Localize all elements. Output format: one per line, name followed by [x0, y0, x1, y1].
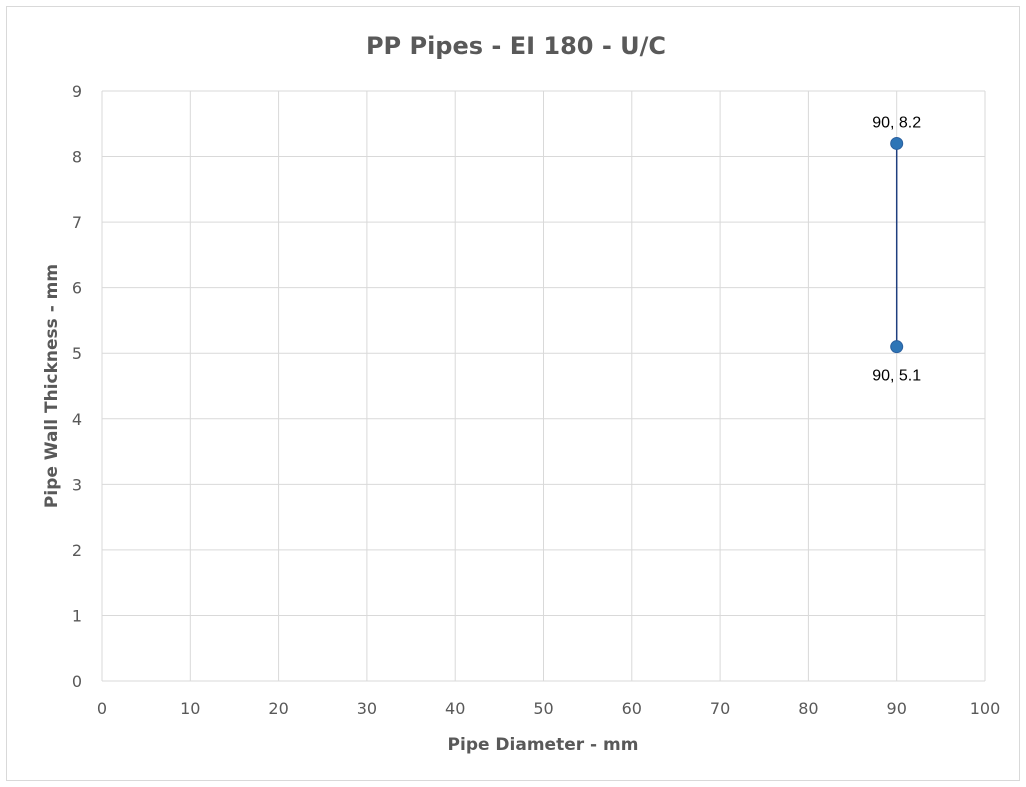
chart-title: PP Pipes - EI 180 - U/C [366, 32, 666, 60]
y-tick-label: 2 [72, 541, 82, 560]
x-tick-label: 0 [97, 699, 107, 718]
y-tick-label: 9 [72, 82, 82, 101]
x-axis-label: Pipe Diameter - mm [448, 735, 639, 755]
x-tick-label: 10 [180, 699, 200, 718]
y-tick-label: 3 [72, 475, 82, 494]
y-axis-label: Pipe Wall Thickness - mm [42, 264, 62, 508]
x-tick-label: 40 [445, 699, 465, 718]
series-layer: 90, 8.2 90, 5.1 [872, 114, 921, 384]
tick-layer: 0 10 20 30 40 50 60 70 80 90 100 0 1 2 3 4 5 6 7 8 9 [72, 82, 1000, 718]
x-tick-label: 90 [887, 699, 907, 718]
x-tick-label: 20 [268, 699, 288, 718]
y-tick-label: 1 [72, 606, 82, 625]
y-tick-label: 0 [72, 672, 82, 691]
x-tick-label: 50 [533, 699, 553, 718]
data-point [890, 136, 904, 150]
data-point [890, 340, 904, 354]
data-label: 90, 8.2 [872, 114, 921, 131]
data-label: 90, 5.1 [872, 368, 921, 385]
chart-frame [6, 6, 1020, 781]
x-tick-label: 30 [357, 699, 377, 718]
y-tick-label: 7 [72, 213, 82, 232]
x-tick-label: 80 [798, 699, 818, 718]
y-tick-label: 6 [72, 279, 82, 298]
y-tick-label: 5 [72, 344, 82, 363]
y-tick-label: 4 [72, 410, 82, 429]
y-tick-label: 8 [72, 148, 82, 167]
x-tick-label: 100 [970, 699, 1001, 718]
x-tick-label: 60 [622, 699, 642, 718]
grid-layer [101, 90, 986, 682]
x-tick-label: 70 [710, 699, 730, 718]
